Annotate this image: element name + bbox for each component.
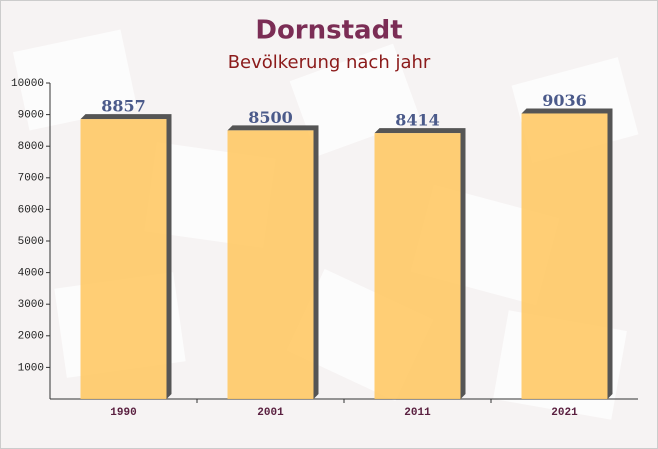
x-tick-label: 1990	[110, 407, 136, 419]
bar	[80, 119, 167, 399]
y-tick-label: 4000	[18, 268, 44, 280]
y-tick-label: 10000	[11, 78, 44, 90]
chart-subtitle: Bevölkerung nach jahr	[228, 52, 431, 73]
y-tick-label: 5000	[18, 236, 44, 248]
x-tick-label: 2001	[257, 407, 284, 419]
bar	[227, 130, 314, 399]
value-label: 8500	[248, 108, 293, 127]
value-label: 9036	[542, 91, 587, 110]
y-tick-label: 3000	[18, 299, 44, 311]
bar	[374, 133, 461, 399]
bar	[521, 113, 608, 399]
x-tick-label: 2011	[404, 407, 431, 419]
y-tick-label: 2000	[18, 331, 44, 343]
value-label: 8857	[101, 97, 146, 116]
y-tick-label: 6000	[18, 204, 44, 216]
y-tick-label: 8000	[18, 141, 44, 153]
value-label: 8414	[395, 111, 440, 130]
chart-title: Dornstadt	[255, 16, 402, 46]
x-tick-label: 2021	[551, 407, 578, 419]
y-tick-label: 1000	[18, 362, 44, 374]
y-tick-label: 7000	[18, 173, 44, 185]
y-tick-label: 9000	[18, 110, 44, 122]
